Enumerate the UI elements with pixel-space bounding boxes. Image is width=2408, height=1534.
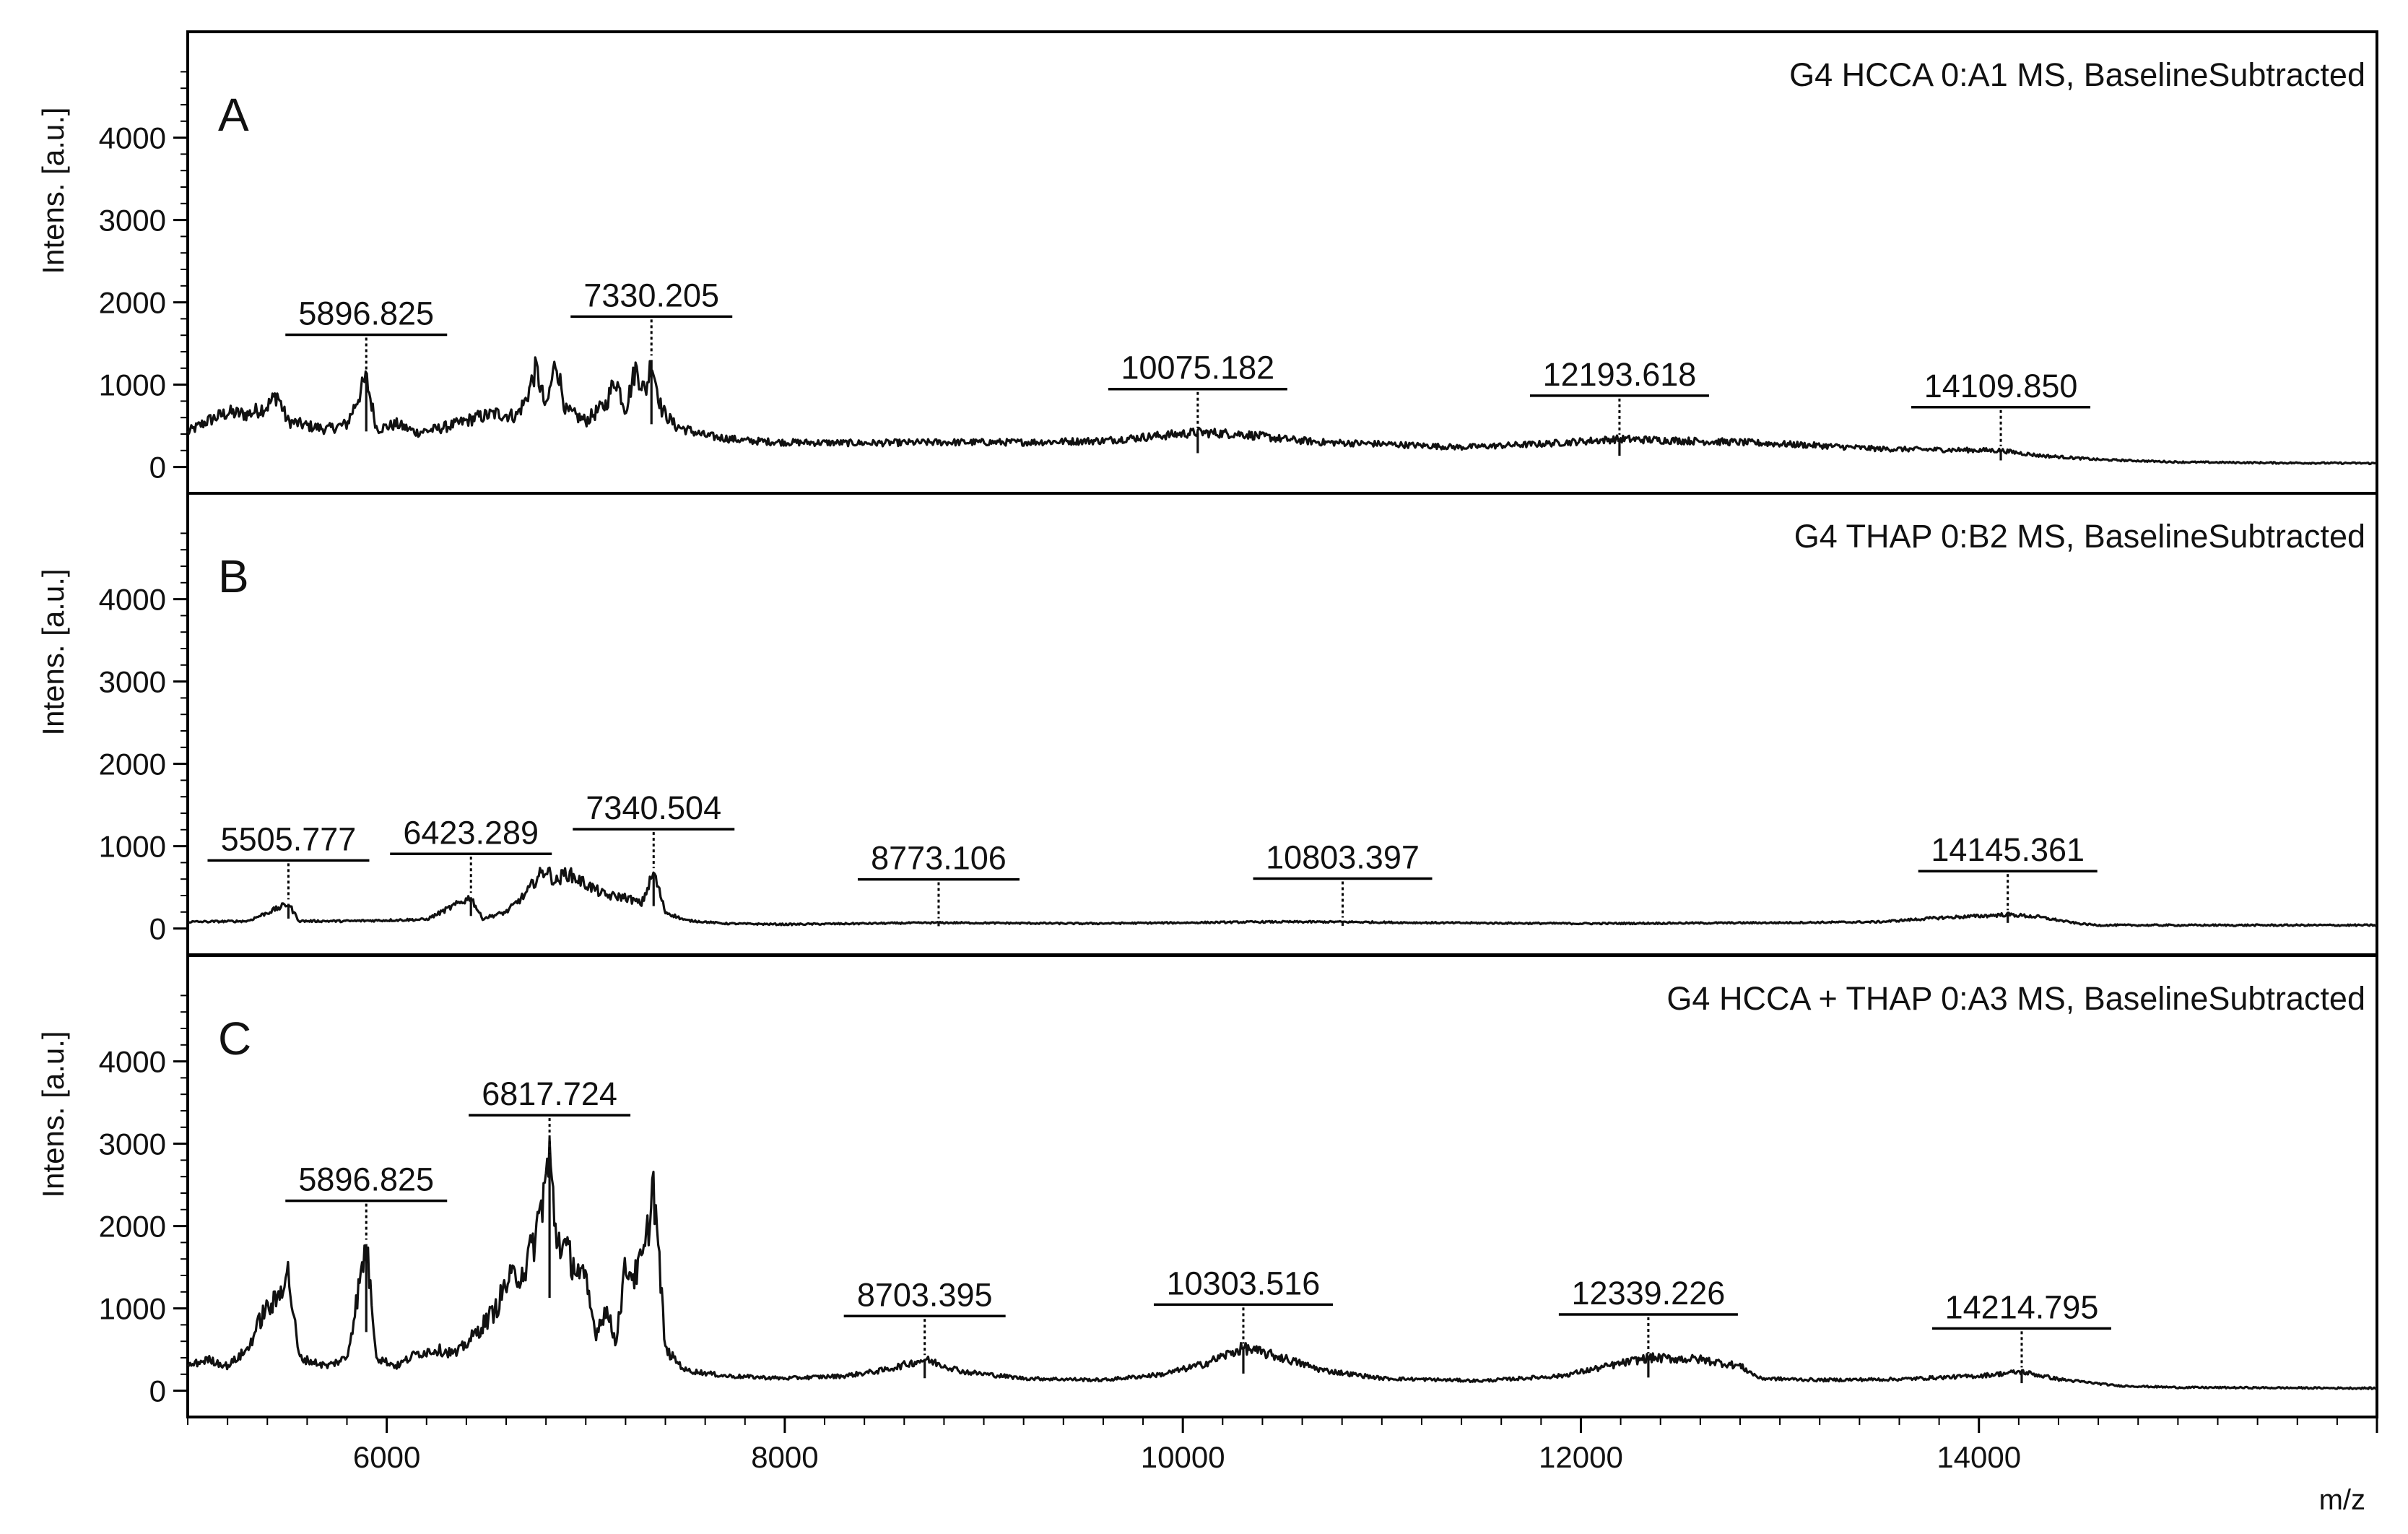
y-tick-label: 3000 bbox=[99, 665, 166, 699]
x-tick-label: 6000 bbox=[353, 1440, 420, 1474]
y-tick-label: 2000 bbox=[99, 286, 166, 320]
panel-title: G4 THAP 0:B2 MS, BaselineSubtracted bbox=[1794, 518, 2365, 555]
peak-label: 6817.724 bbox=[482, 1075, 617, 1112]
peak-label: 7330.205 bbox=[583, 277, 719, 313]
y-axis-label: Intens. [a.u.] bbox=[36, 107, 70, 274]
panel-frame bbox=[186, 30, 2378, 495]
panel-a: 0 1000 2000 3000 4000 Intens. [a.u.] A G4 HCCA … bbox=[36, 30, 2378, 495]
panel-title: G4 HCCA + THAP 0:A3 MS, BaselineSubtract… bbox=[1666, 980, 2365, 1017]
y-tick-label: 4000 bbox=[99, 583, 166, 617]
spectrum-panels: 0 1000 2000 3000 4000 Intens. [a.u.] A G4 HCCA … bbox=[36, 30, 2378, 1418]
x-tick-label: 10000 bbox=[1141, 1440, 1225, 1474]
peak-label: 14109.850 bbox=[1924, 368, 2078, 404]
panel-letter: B bbox=[218, 550, 249, 602]
peak-label: 8773.106 bbox=[871, 840, 1007, 877]
y-tick-label: 3000 bbox=[99, 1127, 166, 1161]
x-axis: 6000 8000 10000 12000 14000 bbox=[187, 1416, 2378, 1474]
peak-label: 10803.397 bbox=[1266, 838, 1420, 875]
y-tick-label: 0 bbox=[149, 912, 166, 946]
spectrum-trace bbox=[187, 866, 2378, 927]
panel-frame bbox=[186, 492, 2378, 956]
x-tick-label: 12000 bbox=[1539, 1440, 1623, 1474]
y-tick-label: 4000 bbox=[99, 1045, 166, 1079]
y-axis-label: Intens. [a.u.] bbox=[36, 568, 70, 735]
peak-label: 5896.825 bbox=[298, 1161, 434, 1198]
y-tick-label: 2000 bbox=[99, 1210, 166, 1244]
spectrum-trace bbox=[186, 356, 2377, 466]
peak-label: 14145.361 bbox=[1931, 831, 2085, 868]
y-tick-label: 3000 bbox=[99, 204, 166, 238]
peak-label: 7340.504 bbox=[586, 789, 721, 826]
x-axis-label: m/z bbox=[2319, 1484, 2365, 1516]
y-tick-label: 1000 bbox=[99, 830, 166, 864]
y-axis-label: Intens. [a.u.] bbox=[36, 1031, 70, 1197]
panel-letter: C bbox=[218, 1013, 251, 1065]
peak-label: 12339.226 bbox=[1572, 1275, 1726, 1312]
peak-label: 6423.289 bbox=[403, 814, 539, 851]
peak-label: 12193.618 bbox=[1543, 356, 1697, 393]
panel-letter: A bbox=[218, 89, 249, 141]
panel-b: 0 1000 2000 3000 4000 Intens. [a.u.] B G4 THAP … bbox=[36, 492, 2378, 956]
peak-label: 5896.825 bbox=[298, 295, 434, 332]
peak-label: 14214.795 bbox=[1945, 1288, 2099, 1325]
x-tick-label: 8000 bbox=[751, 1440, 818, 1474]
x-tick-label: 14000 bbox=[1937, 1440, 2021, 1474]
y-tick-label: 4000 bbox=[99, 121, 166, 155]
peak-label: 10303.516 bbox=[1167, 1265, 1321, 1301]
spectrum-trace bbox=[186, 1137, 2378, 1390]
panel-title: G4 HCCA 0:A1 MS, BaselineSubtracted bbox=[1789, 56, 2365, 93]
peak-label: 5505.777 bbox=[221, 820, 357, 857]
y-tick-label: 1000 bbox=[99, 368, 166, 402]
y-tick-label: 1000 bbox=[99, 1292, 166, 1326]
panel-frame bbox=[186, 954, 2378, 1418]
peak-label: 8703.395 bbox=[857, 1276, 993, 1313]
y-tick-label: 2000 bbox=[99, 748, 166, 781]
y-tick-label: 0 bbox=[149, 451, 166, 485]
peak-label: 10075.182 bbox=[1121, 350, 1274, 386]
panel-c: 0 1000 2000 3000 4000 Intens. [a.u.] C G4 HCCA … bbox=[36, 954, 2378, 1418]
y-tick-label: 0 bbox=[149, 1374, 166, 1408]
